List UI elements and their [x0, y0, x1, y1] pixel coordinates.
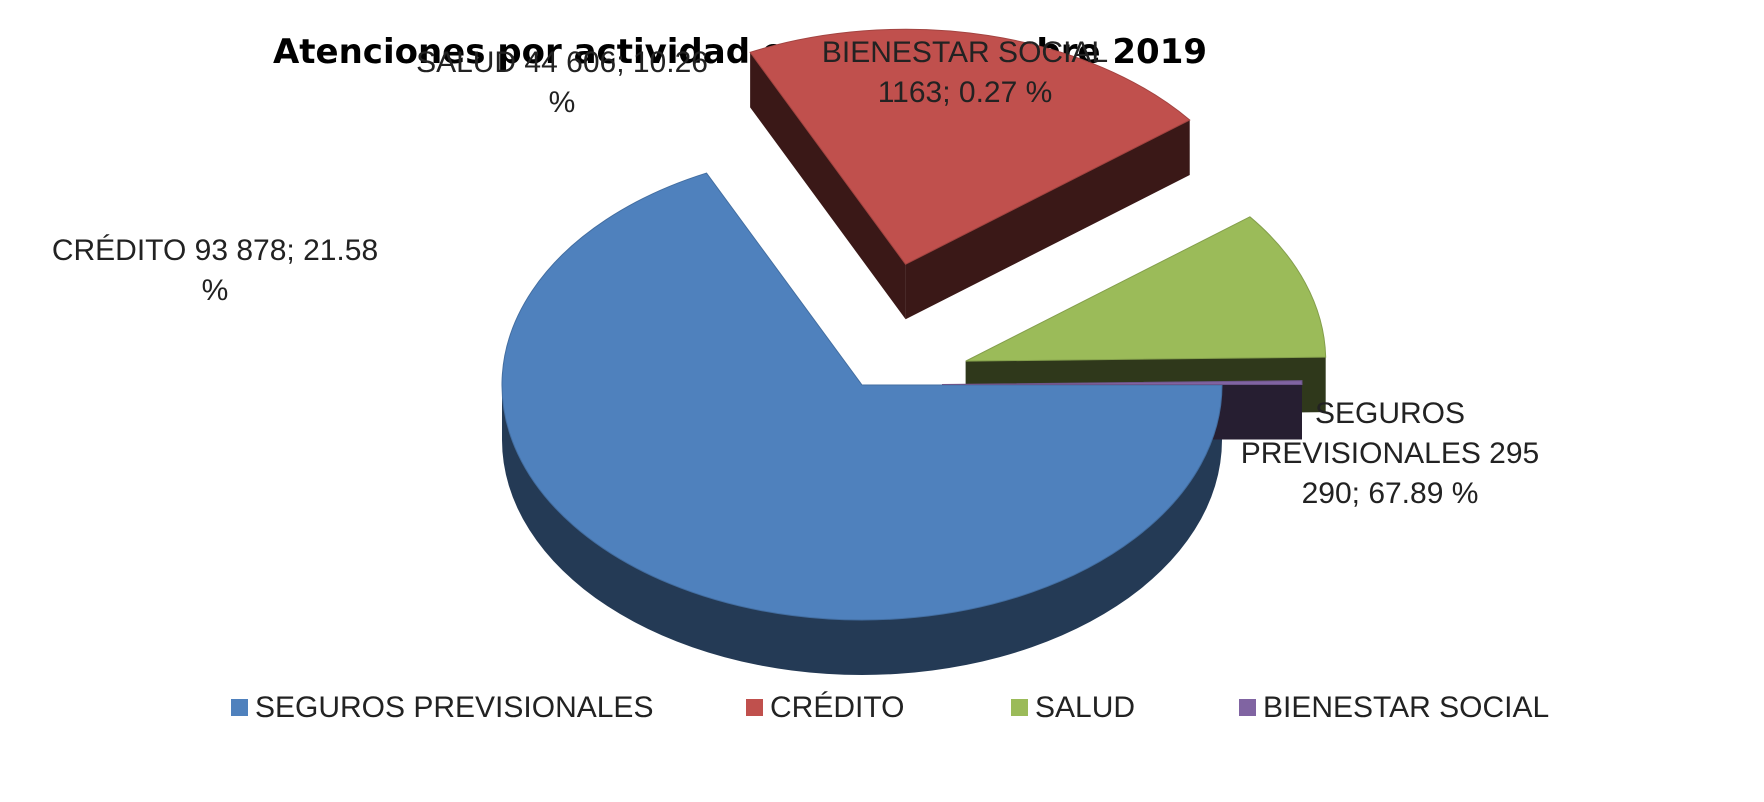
data-label-salud: SALUD 44 606; 10.26%: [416, 46, 708, 119]
legend-label: BIENESTAR SOCIAL: [1263, 691, 1549, 724]
pie-slice-bienestar-social: [941, 380, 1303, 386]
legend-item-credito: CRÉDITO: [746, 691, 904, 724]
legend-swatch: [1239, 699, 1256, 716]
data-label-credito: CRÉDITO 93 878; 21.58%: [52, 234, 378, 307]
legend-item-salud: SALUD: [1011, 691, 1135, 724]
legend-item-bienestar-social: BIENESTAR SOCIAL: [1239, 691, 1549, 724]
pie-slice-salud: [965, 216, 1327, 362]
legend-label: SEGUROS PREVISIONALES: [255, 691, 653, 724]
legend-swatch: [746, 699, 763, 716]
legend-label: SALUD: [1035, 691, 1135, 724]
data-label-seguros-previsionales: SEGUROS PREVISIONALES 295 290; 67.89 %: [1241, 397, 1539, 510]
pie-wall-credito: [905, 119, 1190, 320]
data-label-bienestar-social: BIENESTAR SOCIAL 1163; 0.27 %: [822, 36, 1108, 109]
pie-slice-seguros-previsionales: [501, 172, 1223, 621]
legend-item-seguros-previsionales: SEGUROS PREVISIONALES: [231, 691, 653, 724]
pie-slice-credito: [749, 28, 1191, 265]
legend-label: CRÉDITO: [770, 691, 904, 724]
pie-edge-seguros-previsionales: [502, 385, 1222, 675]
pie-wall-credito: [750, 52, 906, 320]
legend-swatch: [1011, 699, 1028, 716]
legend-swatch: [231, 699, 248, 716]
